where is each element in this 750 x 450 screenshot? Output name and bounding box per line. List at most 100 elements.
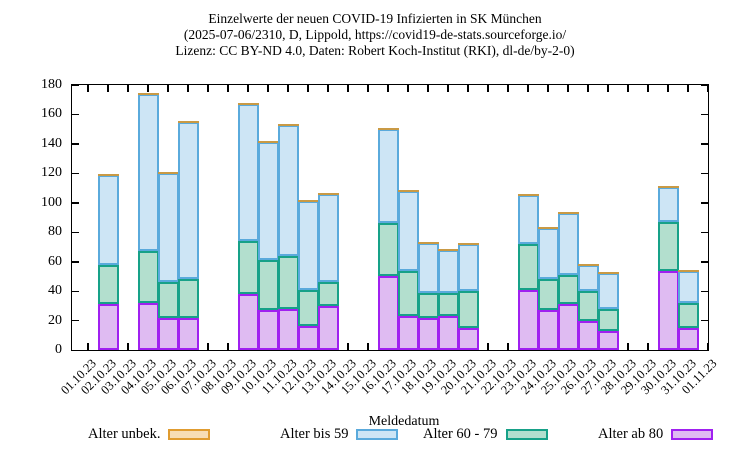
legend-swatch-a60_79	[505, 429, 548, 440]
x-tick-mirror	[207, 85, 209, 92]
legend-item-unbek: Alter unbek.	[88, 427, 211, 442]
bar-segment-bis59	[578, 264, 599, 292]
bar-segment-unbek-zero	[138, 92, 159, 95]
bar-segment-bis59	[98, 174, 119, 265]
bar-segment-a60_79	[398, 270, 419, 317]
x-tick	[507, 343, 509, 350]
x-tick	[647, 343, 649, 350]
bar-segment-ab80	[178, 317, 199, 350]
bar-segment-a60_79	[98, 264, 119, 305]
legend-swatch-unbek	[168, 429, 211, 440]
bar-segment-bis59	[678, 270, 699, 303]
bar-segment-bis59	[378, 129, 399, 224]
x-tick-mirror	[547, 85, 549, 92]
bar-segment-ab80	[298, 326, 319, 350]
legend-item-a60_79: Alter 60 - 79	[423, 427, 548, 442]
legend: Alter unbek. Alter bis 59 Alter 60 - 79 Alt…	[0, 427, 750, 445]
bar-segment-unbek-zero	[258, 141, 279, 144]
bar-segment-a60_79	[538, 279, 559, 311]
x-tick-mirror	[267, 85, 269, 92]
legend-swatch-bis59	[356, 429, 399, 440]
chart-title-line2: (2025-07-06/2310, D, Lippold, https://co…	[183, 27, 567, 42]
bar-segment-ab80	[258, 310, 279, 350]
x-tick	[227, 343, 229, 350]
bar-segment-ab80	[518, 289, 539, 350]
bar-segment-a60_79	[298, 289, 319, 327]
y-tick	[72, 231, 79, 234]
x-tick	[367, 343, 369, 350]
bar-segment-unbek-zero	[458, 243, 479, 245]
bar-segment-a60_79	[598, 308, 619, 331]
y-tick	[72, 84, 79, 86]
x-tick-mirror	[627, 85, 629, 92]
y-tick-mirror	[701, 320, 708, 322]
bar-segment-bis59	[558, 213, 579, 275]
bar-segment-bis59	[418, 242, 439, 293]
bar-segment-a60_79	[558, 274, 579, 305]
bar-segment-ab80	[558, 304, 579, 350]
bar-segment-ab80	[138, 302, 159, 350]
x-tick-mirror	[107, 85, 109, 92]
bar-segment-ab80	[378, 276, 399, 350]
x-tick-mirror	[467, 85, 469, 92]
x-tick-mirror	[427, 85, 429, 92]
bar-segment-a60_79	[318, 282, 339, 306]
y-tick-mirror	[701, 231, 708, 234]
y-tick	[72, 202, 79, 204]
bar-segment-a60_79	[678, 302, 699, 328]
x-tick-mirror	[607, 85, 609, 92]
y-tick-label: 120	[41, 165, 62, 181]
x-tick	[127, 343, 129, 350]
y-tick	[72, 261, 79, 263]
x-tick-mirror	[487, 85, 489, 92]
bar-segment-ab80	[598, 330, 619, 350]
y-tick-label: 100	[41, 194, 62, 210]
bar-segment-a60_79	[578, 291, 599, 321]
chart-title-line1: Einzelwerte der neuen COVID-19 Infiziert…	[208, 11, 542, 26]
x-tick-mirror	[287, 85, 289, 92]
y-tick-label: 140	[41, 135, 62, 151]
bar-segment-ab80	[658, 270, 679, 350]
y-tick-mirror	[701, 172, 708, 175]
bar-segment-bis59	[138, 93, 159, 252]
bar-segment-unbek-zero	[678, 269, 699, 272]
bar-segment-bis59	[258, 142, 279, 261]
bar-segment-ab80	[98, 304, 119, 350]
y-tick	[72, 349, 79, 351]
y-tick-label: 160	[41, 106, 62, 122]
bar-segment-bis59	[598, 273, 619, 309]
x-tick	[347, 343, 349, 350]
bar-segment-bis59	[298, 201, 319, 290]
bar-segment-a60_79	[138, 251, 159, 303]
bar-segment-bis59	[438, 249, 459, 293]
bar-segment-unbek-zero	[98, 173, 119, 176]
x-tick-mirror	[687, 85, 689, 92]
x-tick-mirror	[407, 85, 409, 92]
bar-segment-ab80	[278, 308, 299, 350]
bar-segment-a60_79	[158, 282, 179, 318]
x-tick-mirror	[667, 85, 669, 92]
bar-segment-unbek-zero	[158, 172, 179, 175]
bar-segment-unbek-zero	[518, 194, 539, 197]
x-tick	[87, 343, 89, 350]
bar-segment-ab80	[398, 316, 419, 350]
bar-segment-unbek-zero	[398, 190, 419, 192]
bar-segment-unbek-zero	[658, 185, 679, 188]
x-tick	[707, 343, 709, 350]
bar-segment-unbek-zero	[418, 241, 439, 244]
bar-segment-bis59	[658, 186, 679, 222]
bar-segment-a60_79	[518, 244, 539, 290]
bar-segment-unbek-zero	[538, 226, 559, 229]
x-tick-mirror	[587, 85, 589, 92]
bar-segment-ab80	[438, 316, 459, 350]
x-tick-mirror	[187, 85, 189, 92]
bar-segment-a60_79	[178, 279, 199, 318]
bar-segment-a60_79	[458, 291, 479, 328]
legend-swatch-ab80	[671, 429, 714, 440]
y-tick	[72, 290, 79, 292]
bar-segment-ab80	[458, 327, 479, 350]
legend-label-ab80: Alter ab 80	[598, 426, 664, 442]
y-tick-label: 40	[48, 283, 62, 299]
bar-segment-bis59	[278, 124, 299, 256]
